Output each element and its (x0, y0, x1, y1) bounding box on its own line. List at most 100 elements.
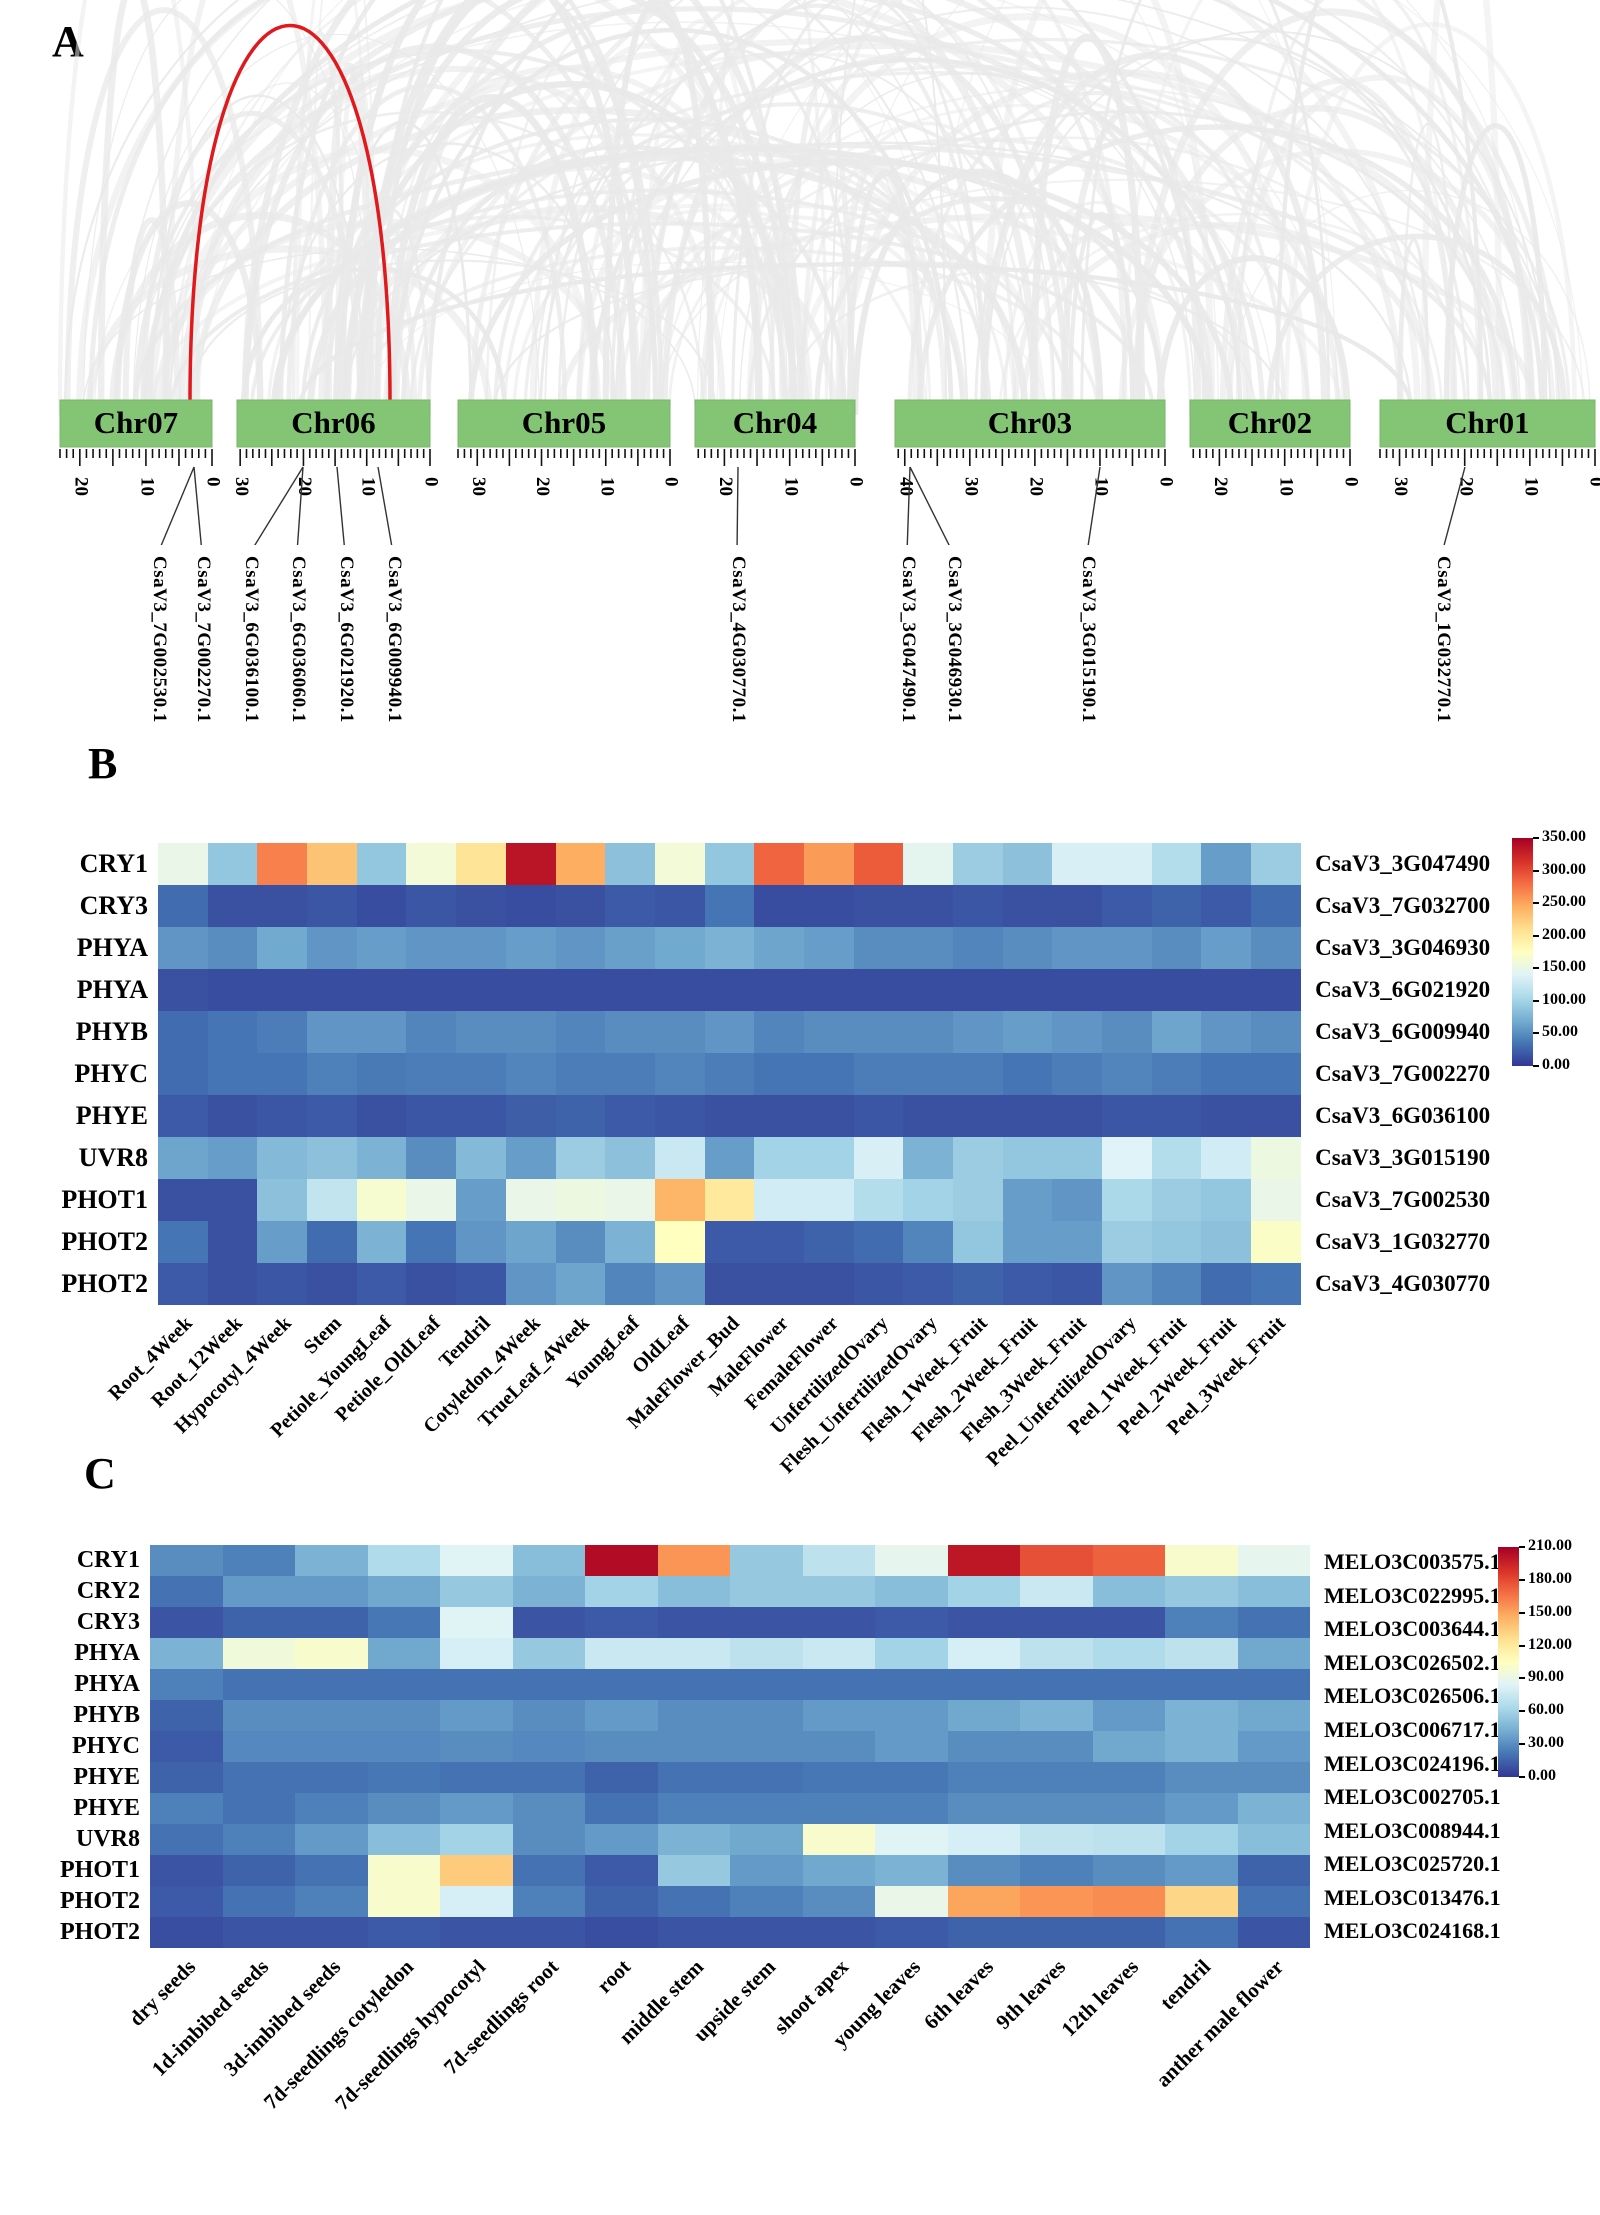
heatmap-cell (207, 1053, 258, 1095)
heatmap-cell (802, 1731, 875, 1762)
synteny-ribbon (140, 6, 1266, 416)
heatmap-cell (158, 1221, 208, 1263)
heatmap-cell (875, 1700, 948, 1731)
heatmap-cell (605, 1011, 655, 1053)
heatmap-cell (802, 1824, 875, 1855)
colorbar-tick (1519, 1776, 1525, 1778)
heatmap-grid (158, 843, 1301, 1305)
heatmap-cell (875, 1576, 948, 1607)
colorbar-tick (1533, 967, 1539, 970)
heatmap-cell (730, 1576, 803, 1607)
heatmap-cell (222, 1700, 295, 1731)
heatmap-cell (875, 1886, 948, 1917)
heatmap-row-label: PHYA (74, 1640, 140, 1666)
heatmap-cell (657, 1917, 730, 1948)
colorbar-tick (1533, 837, 1539, 839)
heatmap-cell (802, 1917, 875, 1948)
heatmap-cell (440, 1607, 513, 1638)
heatmap-cell (730, 1700, 803, 1731)
heatmap-cell (295, 1762, 368, 1793)
heatmap-cell (947, 1669, 1020, 1700)
heatmap-cell (1237, 1886, 1310, 1917)
heatmap-cell (953, 1221, 1003, 1263)
heatmap-cell (1052, 1263, 1103, 1305)
heatmap-cell (1020, 1638, 1093, 1669)
heatmap-cell (853, 843, 904, 885)
synteny-ribbon (272, 148, 1146, 416)
heatmap-cell (585, 1793, 658, 1824)
heatmap-cell (585, 1638, 658, 1669)
heatmap-cell (207, 927, 258, 969)
heatmap-cell (585, 1576, 658, 1607)
heatmap-cell (512, 1576, 585, 1607)
heatmap-cell (440, 1793, 513, 1824)
heatmap-cell (704, 1263, 755, 1305)
heatmap-cell (657, 1545, 730, 1576)
heatmap-row-label: PHOT1 (61, 1185, 148, 1214)
heatmap-cell (585, 1855, 658, 1886)
heatmap-cell (585, 1700, 658, 1731)
heatmap-row-label: PHYC (74, 1059, 148, 1088)
heatmap-cell (1251, 1011, 1301, 1053)
heatmap-cell (367, 1638, 440, 1669)
heatmap-row-label: CRY2 (76, 1578, 140, 1604)
heatmap-cell (657, 1855, 730, 1886)
synteny-ribbon (469, 0, 1562, 416)
heatmap-cell (505, 969, 556, 1011)
heatmap-cell (1151, 1263, 1202, 1305)
colorbar (1498, 1547, 1519, 1777)
heatmap-cell (1201, 1053, 1252, 1095)
heatmap-cell (505, 1095, 556, 1137)
heatmap-cell (505, 1137, 556, 1179)
heatmap-cell (585, 1917, 658, 1948)
heatmap-cell (1251, 927, 1301, 969)
synteny-ribbon (278, 0, 664, 416)
heatmap-cell (1165, 1793, 1238, 1824)
heatmap-cell (704, 1053, 755, 1095)
heatmap-cell (730, 1762, 803, 1793)
heatmap-cell (1151, 1137, 1202, 1179)
heatmap-cell (1151, 1221, 1202, 1263)
heatmap-cell (875, 1762, 948, 1793)
heatmap-cell (295, 1855, 368, 1886)
synteny-ribbon (502, 64, 1432, 416)
gene-callout-label: CsaV3_3G015190.1 (1078, 556, 1099, 723)
heatmap-cell (356, 885, 407, 927)
heatmap-cell (754, 1263, 804, 1305)
heatmap-cell (1102, 1095, 1152, 1137)
heatmap-cell (295, 1917, 368, 1948)
heatmap-cell (1092, 1669, 1165, 1700)
heatmap-cell (307, 969, 357, 1011)
colorbar-tick (1533, 999, 1539, 1002)
heatmap-cell (802, 1855, 875, 1886)
ruler-tick-label: 10 (137, 477, 158, 496)
heatmap-cell (295, 1638, 368, 1669)
heatmap-cell (853, 1095, 904, 1137)
chromosome-label: Chr06 (291, 405, 375, 440)
heatmap-cell (150, 1576, 223, 1607)
heatmap-cell (222, 1762, 295, 1793)
heatmap-cell (257, 1179, 308, 1221)
gene-callout-label: CsaV3_6G009940.1 (384, 556, 405, 723)
heatmap-cell (150, 1824, 223, 1855)
heatmap-cell (367, 1669, 440, 1700)
heatmap-cell (555, 1053, 606, 1095)
colorbar-tick-label: 250.00 (1542, 893, 1586, 911)
heatmap-cell (947, 1576, 1020, 1607)
heatmap-cell (754, 1095, 804, 1137)
heatmap-cell (754, 1221, 804, 1263)
chromosome-bar-chr03 (894, 399, 1166, 448)
heatmap-cell (257, 1221, 308, 1263)
heatmap-cell (512, 1762, 585, 1793)
heatmap-cell (222, 1669, 295, 1700)
gene-callout-label: CsaV3_6G021920.1 (336, 556, 357, 723)
heatmap-cell (257, 1053, 308, 1095)
heatmap-cell (1151, 927, 1202, 969)
heatmap-cell (150, 1638, 223, 1669)
heatmap-cell (555, 1221, 606, 1263)
heatmap-cell (1251, 1221, 1301, 1263)
heatmap-cell (1002, 1011, 1053, 1053)
heatmap-cell (1251, 885, 1301, 927)
heatmap-cell (953, 969, 1003, 1011)
heatmap-cell (1052, 885, 1103, 927)
